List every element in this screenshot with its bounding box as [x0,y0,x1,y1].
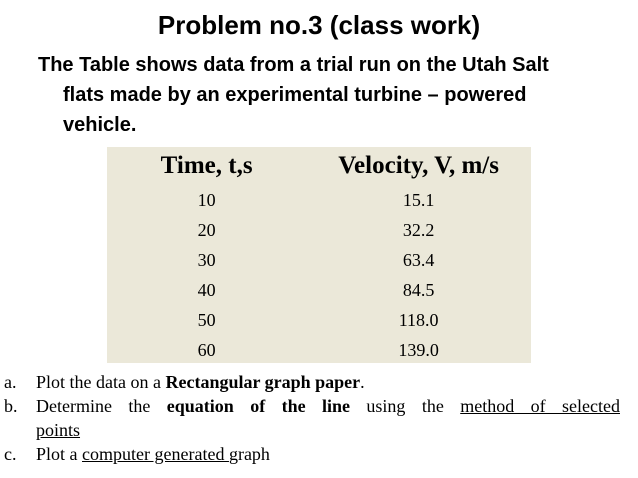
time-cell: 30 [197,249,216,270]
task-text-plain: Plot the data on a [36,372,166,392]
task-text-bold: equation of the line [166,396,351,416]
task-item-c: c. Plot a computer generated graph [4,442,620,466]
table-header-row: Time, t,s Velocity, V, m/s [107,147,531,185]
intro-line-1: The Table shows data from a trial run on… [38,54,549,76]
task-text-bold: Rectangular graph paper [165,372,361,392]
task-item-a: a. Plot the data on a Rectangular graph … [4,370,620,394]
task-text: Plot a computer generated graph [36,442,620,466]
table-row: 50 118.0 [107,305,531,335]
table-row: 40 84.5 [107,275,531,305]
task-text-plain: Plot a [36,444,83,464]
time-cell: 50 [197,309,216,330]
task-text-line-2: points [36,418,620,442]
task-text-plain: . [360,372,365,392]
task-text-plain: graph [228,444,270,464]
table-row: 20 32.2 [107,215,531,245]
task-item-b: b. Determine the equation of the line us… [4,394,620,442]
task-text-underlined: points [36,420,81,440]
task-letter: a. [4,372,17,392]
velocity-cell: 15.1 [402,189,435,210]
time-cell: 60 [197,339,216,360]
problem-intro: The Table shows data from a trial run on… [38,50,608,140]
column-header-time: Time, t,s [160,152,253,179]
velocity-cell: 32.2 [402,219,435,240]
task-letter: b. [4,396,18,416]
intro-line-2: flats made by an experimental turbine – … [63,84,527,106]
task-text: Determine the equation of the line using… [36,394,620,442]
task-text: Plot the data on a Rectangular graph pap… [36,370,620,394]
task-text-underlined: method of selected [460,396,620,416]
velocity-cell: 139.0 [398,339,439,360]
velocity-cell: 63.4 [402,249,435,270]
time-cell: 40 [197,279,216,300]
column-header-velocity: Velocity, V, m/s [338,152,499,179]
task-text-underlined: computer generated [82,444,229,464]
intro-line-3: vehicle. [63,114,137,136]
task-text-line-1: Determine the equation of the line using… [36,394,620,418]
table-row: 30 63.4 [107,245,531,275]
time-cell: 20 [197,219,216,240]
task-list: a. Plot the data on a Rectangular graph … [4,370,620,466]
velocity-cell: 118.0 [398,309,439,330]
task-text-plain: Determine the [36,396,167,416]
task-letter: c. [4,444,17,464]
data-table-panel: Time, t,s Velocity, V, m/s 10 15.1 20 32… [107,147,531,363]
table-row: 60 139.0 [107,335,531,365]
velocity-cell: 84.5 [402,279,435,300]
data-table: Time, t,s Velocity, V, m/s 10 15.1 20 32… [107,147,531,365]
time-cell: 10 [197,189,216,210]
table-row: 10 15.1 [107,185,531,215]
task-text-plain: using the [350,396,461,416]
problem-title: Problem no.3 (class work) [157,10,481,40]
